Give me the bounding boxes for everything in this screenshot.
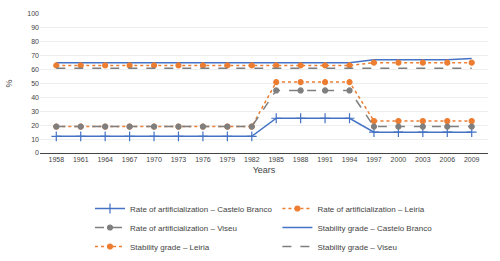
svg-text:1964: 1964 — [97, 156, 113, 163]
svg-text:20: 20 — [31, 122, 39, 129]
svg-text:70: 70 — [31, 52, 39, 59]
svg-text:1976: 1976 — [195, 156, 211, 163]
svg-text:1979: 1979 — [220, 156, 236, 163]
svg-text:2009: 2009 — [464, 156, 480, 163]
svg-text:2003: 2003 — [415, 156, 431, 163]
svg-text:100: 100 — [27, 10, 39, 17]
svg-text:2000: 2000 — [391, 156, 407, 163]
svg-text:1991: 1991 — [317, 156, 333, 163]
svg-text:Years: Years — [253, 165, 276, 175]
svg-text:30: 30 — [31, 108, 39, 115]
svg-text:Stability grade – Castelo Bran: Stability grade – Castelo Branco — [317, 224, 432, 233]
svg-text:1988: 1988 — [293, 156, 309, 163]
svg-text:40: 40 — [31, 94, 39, 101]
svg-text:%: % — [4, 79, 14, 87]
svg-text:1958: 1958 — [49, 156, 65, 163]
svg-text:1982: 1982 — [244, 156, 260, 163]
svg-text:Stability grade – Leiria: Stability grade – Leiria — [130, 243, 210, 252]
svg-text:0: 0 — [35, 149, 39, 156]
svg-text:1967: 1967 — [122, 156, 138, 163]
svg-text:80: 80 — [31, 38, 39, 45]
svg-text:1994: 1994 — [342, 156, 358, 163]
svg-text:Stability grade – Viseu: Stability grade – Viseu — [317, 243, 396, 252]
svg-text:1970: 1970 — [146, 156, 162, 163]
svg-text:2006: 2006 — [439, 156, 455, 163]
svg-text:60: 60 — [31, 66, 39, 73]
svg-text:10: 10 — [31, 136, 39, 143]
svg-text:Rate of artificialization – Vi: Rate of artificialization – Viseu — [130, 224, 237, 233]
svg-text:1961: 1961 — [73, 156, 89, 163]
svg-text:Rate of artificialization – Ca: Rate of artificialization – Castelo Bran… — [130, 205, 272, 214]
svg-text:50: 50 — [31, 80, 39, 87]
svg-text:1985: 1985 — [268, 156, 284, 163]
svg-text:Rate of artificialization – Le: Rate of artificialization – Leiria — [317, 205, 424, 214]
svg-text:90: 90 — [31, 24, 39, 31]
svg-text:1997: 1997 — [366, 156, 382, 163]
svg-text:1973: 1973 — [171, 156, 187, 163]
